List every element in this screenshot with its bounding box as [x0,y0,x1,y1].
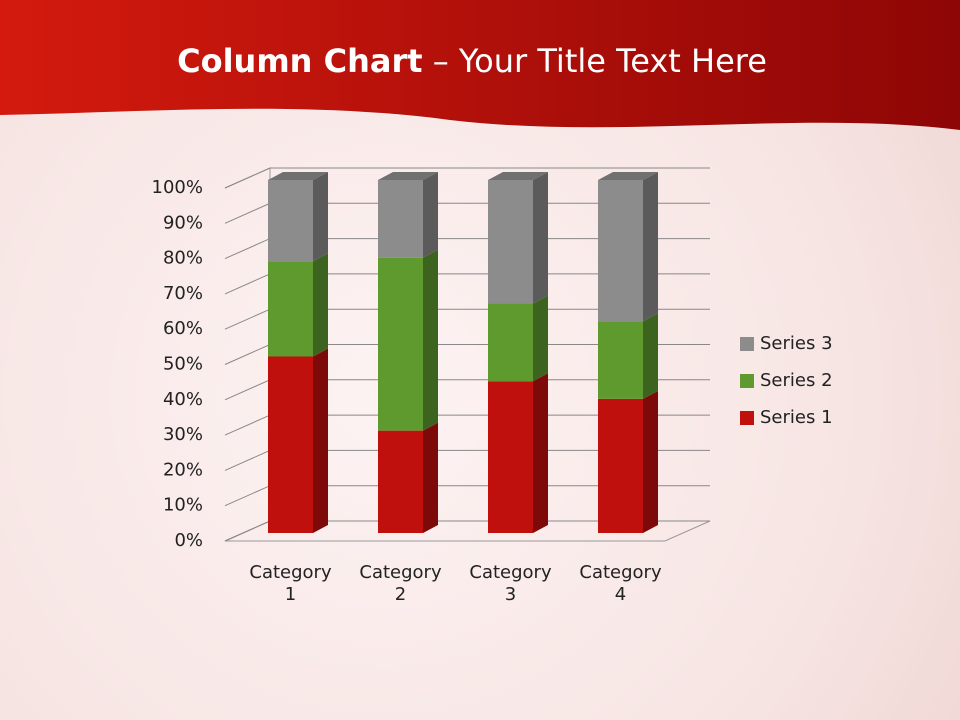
bar [268,261,313,357]
bar [488,303,533,382]
y-tick-label: 60% [163,318,203,339]
bar-side [313,172,328,262]
y-tick-label: 70% [163,283,203,304]
legend-swatch [740,337,754,351]
bar-side [423,422,438,533]
y-tick-label: 80% [163,248,203,269]
legend-label: Series 3 [760,333,833,354]
bar-side [643,172,658,322]
bar [378,257,423,431]
title-rest: – Your Title Text Here [433,42,767,80]
bar [378,430,423,533]
x-tick-label: Category 4 [579,562,662,605]
bar [598,398,643,533]
y-tick-label: 40% [163,389,203,410]
bar-side [533,172,548,304]
bar-top [378,172,438,180]
bar [598,180,643,322]
x-tick-label: Category 1 [249,562,332,605]
bar [268,180,313,262]
bar [378,180,423,258]
bar [488,381,533,533]
bar-side [533,295,548,382]
bar-top [268,172,328,180]
grid-line [224,167,710,189]
y-tick-label: 0% [174,530,203,551]
slide-title: Column Chart – Your Title Text Here [177,42,767,80]
y-tick-label: 100% [152,177,203,198]
bar-side [423,172,438,258]
bar [598,321,643,399]
legend-swatch [740,374,754,388]
x-tick-label: Category 2 [359,562,442,605]
bar [488,180,533,304]
bar-side [533,373,548,533]
bar [268,356,313,533]
legend-label: Series 2 [760,370,833,391]
bar-side [313,348,328,533]
x-tick-label: Category 3 [469,562,552,605]
header-band [0,0,960,130]
legend-label: Series 1 [760,407,833,428]
bar-top [598,172,658,180]
bar-top [488,172,548,180]
title-bold: Column Chart [177,42,422,80]
bar-side [313,253,328,357]
bar-side [643,390,658,533]
y-tick-label: 10% [163,495,203,516]
y-tick-label: 20% [163,459,203,480]
y-tick-label: 90% [163,212,203,233]
y-tick-label: 30% [163,424,203,445]
bar-side [643,313,658,399]
bar-side [423,249,438,431]
y-tick-label: 50% [163,354,203,375]
legend-swatch [740,411,754,425]
